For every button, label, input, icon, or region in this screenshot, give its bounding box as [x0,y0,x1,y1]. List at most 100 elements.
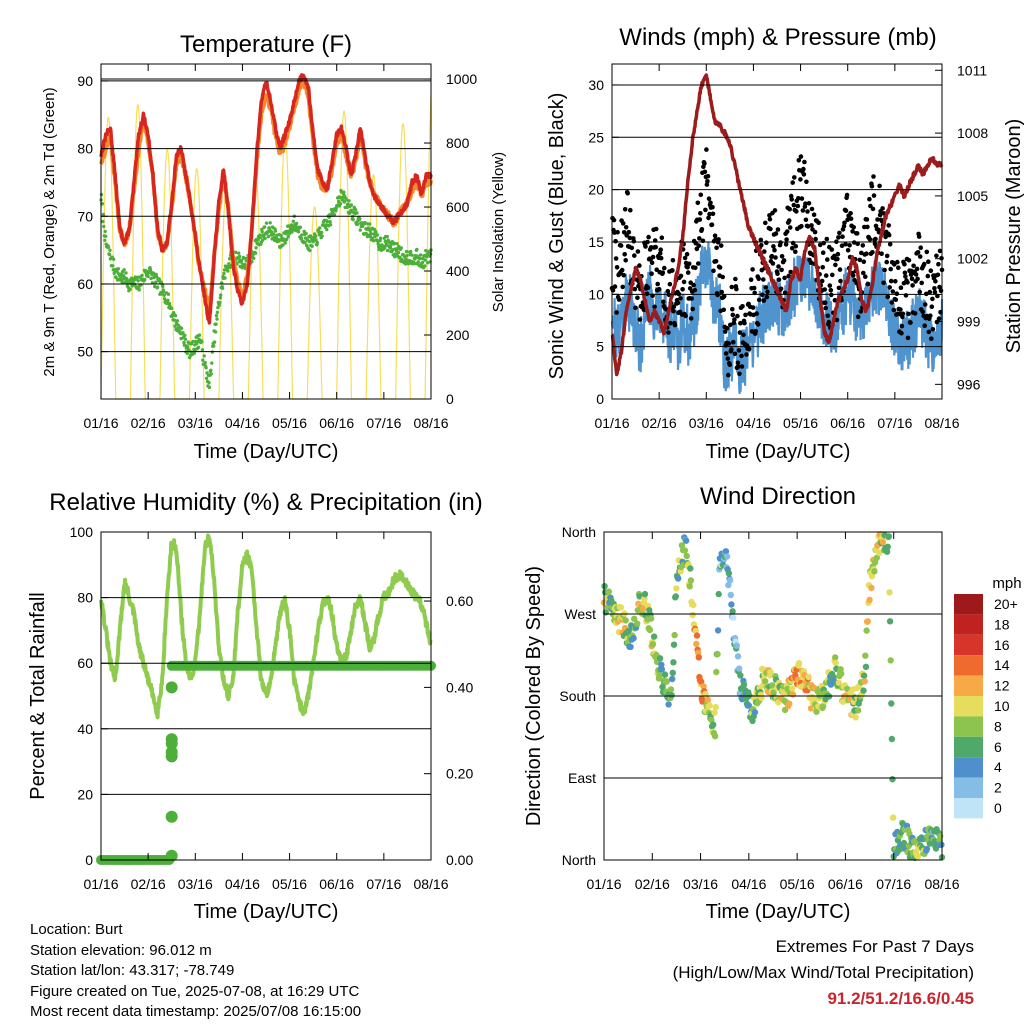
gust-point [900,311,906,317]
temperature-left-tick-label: 80 [77,141,93,157]
gust-point [877,212,883,218]
dewpoint-point [185,351,189,356]
dewpoint-point [328,223,333,227]
gust-point [915,250,921,255]
gust-point [828,287,834,293]
gust-point [710,204,715,210]
winds-frame [611,63,943,400]
gust-point [798,177,803,182]
direction-point [714,650,721,658]
dewpoint-point [200,340,204,344]
gust-point [883,234,888,240]
direction-point [663,678,670,685]
gust-point [671,304,677,310]
direction-point [656,671,663,679]
dewpoint-point [204,366,208,370]
gust-point [893,297,899,303]
direction-point [681,547,689,554]
gust-point [869,183,875,189]
gust-point [887,285,892,290]
dewpoint-point [424,248,428,253]
gust-point [733,276,738,282]
gust-point [884,259,889,265]
gust-point [927,289,933,295]
gust-point [850,229,855,234]
direction-point [789,685,796,692]
gust-point [620,221,626,226]
gust-point [925,273,931,279]
gust-point [727,362,733,368]
gust-point [799,196,805,201]
direction-point [631,615,638,622]
gust-point [772,208,778,213]
temperature-panel: Temperature (F) 50 60 70 80 90 0 200 400 600 800 1… [41,31,507,463]
gust-point [649,271,654,277]
dewpoint-point [140,273,144,278]
gust-point [784,229,790,234]
gust-point [885,294,890,300]
gust-point [938,288,944,294]
gust-point [809,223,814,228]
dewpoint-point [212,344,216,348]
station-elevation: Station elevation: 96.012 m [30,941,212,959]
gust-point [661,299,666,305]
x-tick-label: 07/16 [876,876,911,892]
gust-point [698,211,703,216]
gust-point [806,201,812,206]
direction-point [786,700,793,707]
dewpoint-point [347,199,351,203]
direction-point [745,702,753,709]
gust-point [616,297,622,302]
extremes-subheading: (High/Low/Max Wind/Total Precipitation) [672,963,974,982]
dewpoint-point [222,271,226,276]
gust-point [791,202,797,208]
dewpoint-point [128,287,132,291]
gust-point [937,248,943,254]
dewpoint-point [310,244,314,248]
direction-point [671,631,678,639]
gust-point [827,283,833,288]
x-tick-label: 04/16 [225,876,260,892]
gust-point [739,364,745,369]
gust-point [732,317,737,322]
dewpoint-point [154,274,159,279]
direction-point [713,668,720,676]
temperature-right-tick-label: 200 [446,327,470,343]
dewpoint-point [214,313,219,318]
dewpoint-point [298,225,303,229]
gust-point [916,234,922,239]
gust-point [632,253,637,258]
x-tick-label: 03/16 [683,876,718,892]
direction-point [861,678,868,685]
winds-plot-area [609,73,945,394]
humidity-right-tick-label: 0.20 [446,766,473,782]
humidity-plot-area [96,533,436,865]
gust-point [867,237,873,242]
gust-point [622,207,628,212]
humidity-title: Relative Humidity (%) & Precipitation (i… [49,489,482,516]
dewpoint-point [325,227,329,232]
gust-point [726,372,731,378]
dewpoint-point [108,248,112,252]
direction-left-tick-label: North [562,852,596,868]
gust-point [682,255,688,261]
dewpoint-point [266,234,271,239]
gust-point [792,175,797,180]
dewpoint-point [285,237,289,242]
dewpoint-point [201,358,205,362]
gust-point [822,300,828,306]
dewpoint-point [368,222,372,226]
dewpoint-point [103,229,107,234]
dewpoint-point [136,279,140,283]
x-tick-label: 01/16 [83,415,118,431]
dewpoint-point [228,265,232,270]
gust-point [742,320,747,326]
gust-point [870,206,876,212]
dewpoint-point [227,262,231,266]
gust-point [817,242,823,248]
temperature-right-tick-label: 400 [446,263,470,279]
gust-point [723,351,729,356]
gust-point [837,230,842,236]
gust-point [825,313,831,319]
gust-point [805,209,810,214]
